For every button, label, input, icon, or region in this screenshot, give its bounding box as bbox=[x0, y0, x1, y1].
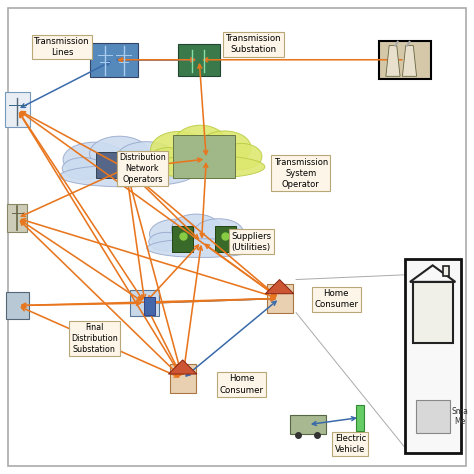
FancyBboxPatch shape bbox=[412, 282, 453, 343]
Ellipse shape bbox=[215, 229, 254, 250]
FancyBboxPatch shape bbox=[215, 227, 236, 252]
FancyBboxPatch shape bbox=[170, 364, 196, 393]
FancyBboxPatch shape bbox=[173, 136, 235, 178]
FancyBboxPatch shape bbox=[145, 297, 155, 315]
Ellipse shape bbox=[151, 131, 206, 168]
Ellipse shape bbox=[147, 239, 256, 257]
FancyBboxPatch shape bbox=[405, 259, 461, 454]
Ellipse shape bbox=[63, 142, 126, 177]
Ellipse shape bbox=[62, 157, 104, 179]
Text: Sma
Me: Sma Me bbox=[452, 407, 468, 426]
FancyBboxPatch shape bbox=[91, 43, 138, 77]
FancyBboxPatch shape bbox=[7, 204, 27, 232]
Ellipse shape bbox=[194, 219, 243, 246]
Ellipse shape bbox=[90, 136, 149, 171]
Text: Transmission
System
Operator: Transmission System Operator bbox=[273, 157, 328, 189]
FancyBboxPatch shape bbox=[356, 404, 364, 430]
Ellipse shape bbox=[172, 214, 221, 244]
FancyBboxPatch shape bbox=[5, 91, 29, 127]
Ellipse shape bbox=[198, 131, 251, 164]
FancyBboxPatch shape bbox=[416, 400, 450, 433]
Ellipse shape bbox=[149, 219, 201, 249]
Text: Distribution
Network
Operators: Distribution Network Operators bbox=[119, 153, 166, 184]
Ellipse shape bbox=[221, 144, 262, 169]
Text: Electric
Vehicle: Electric Vehicle bbox=[335, 434, 366, 454]
FancyBboxPatch shape bbox=[379, 41, 431, 79]
Polygon shape bbox=[402, 46, 417, 76]
Ellipse shape bbox=[60, 165, 192, 187]
FancyBboxPatch shape bbox=[172, 227, 193, 252]
Ellipse shape bbox=[117, 142, 176, 173]
FancyBboxPatch shape bbox=[266, 284, 292, 313]
Text: Home
Consumer: Home Consumer bbox=[314, 289, 358, 310]
Ellipse shape bbox=[149, 232, 183, 251]
FancyBboxPatch shape bbox=[137, 152, 167, 178]
Polygon shape bbox=[386, 46, 400, 76]
FancyBboxPatch shape bbox=[178, 44, 220, 76]
FancyBboxPatch shape bbox=[96, 152, 127, 178]
Text: Home
Consumer: Home Consumer bbox=[220, 374, 264, 394]
FancyBboxPatch shape bbox=[130, 290, 159, 316]
Text: Transmission
Lines: Transmission Lines bbox=[34, 37, 90, 57]
Polygon shape bbox=[265, 280, 294, 294]
Ellipse shape bbox=[150, 147, 186, 171]
Text: Final
Distribution
Substation: Final Distribution Substation bbox=[71, 323, 118, 354]
Text: Suppliers
(Utilities): Suppliers (Utilities) bbox=[231, 232, 271, 252]
Ellipse shape bbox=[174, 125, 227, 162]
Polygon shape bbox=[168, 360, 197, 374]
Text: Transmission
Substation: Transmission Substation bbox=[226, 34, 282, 54]
FancyBboxPatch shape bbox=[290, 415, 326, 434]
Ellipse shape bbox=[143, 154, 189, 178]
FancyBboxPatch shape bbox=[443, 266, 449, 276]
Ellipse shape bbox=[148, 155, 265, 178]
FancyBboxPatch shape bbox=[6, 292, 28, 319]
